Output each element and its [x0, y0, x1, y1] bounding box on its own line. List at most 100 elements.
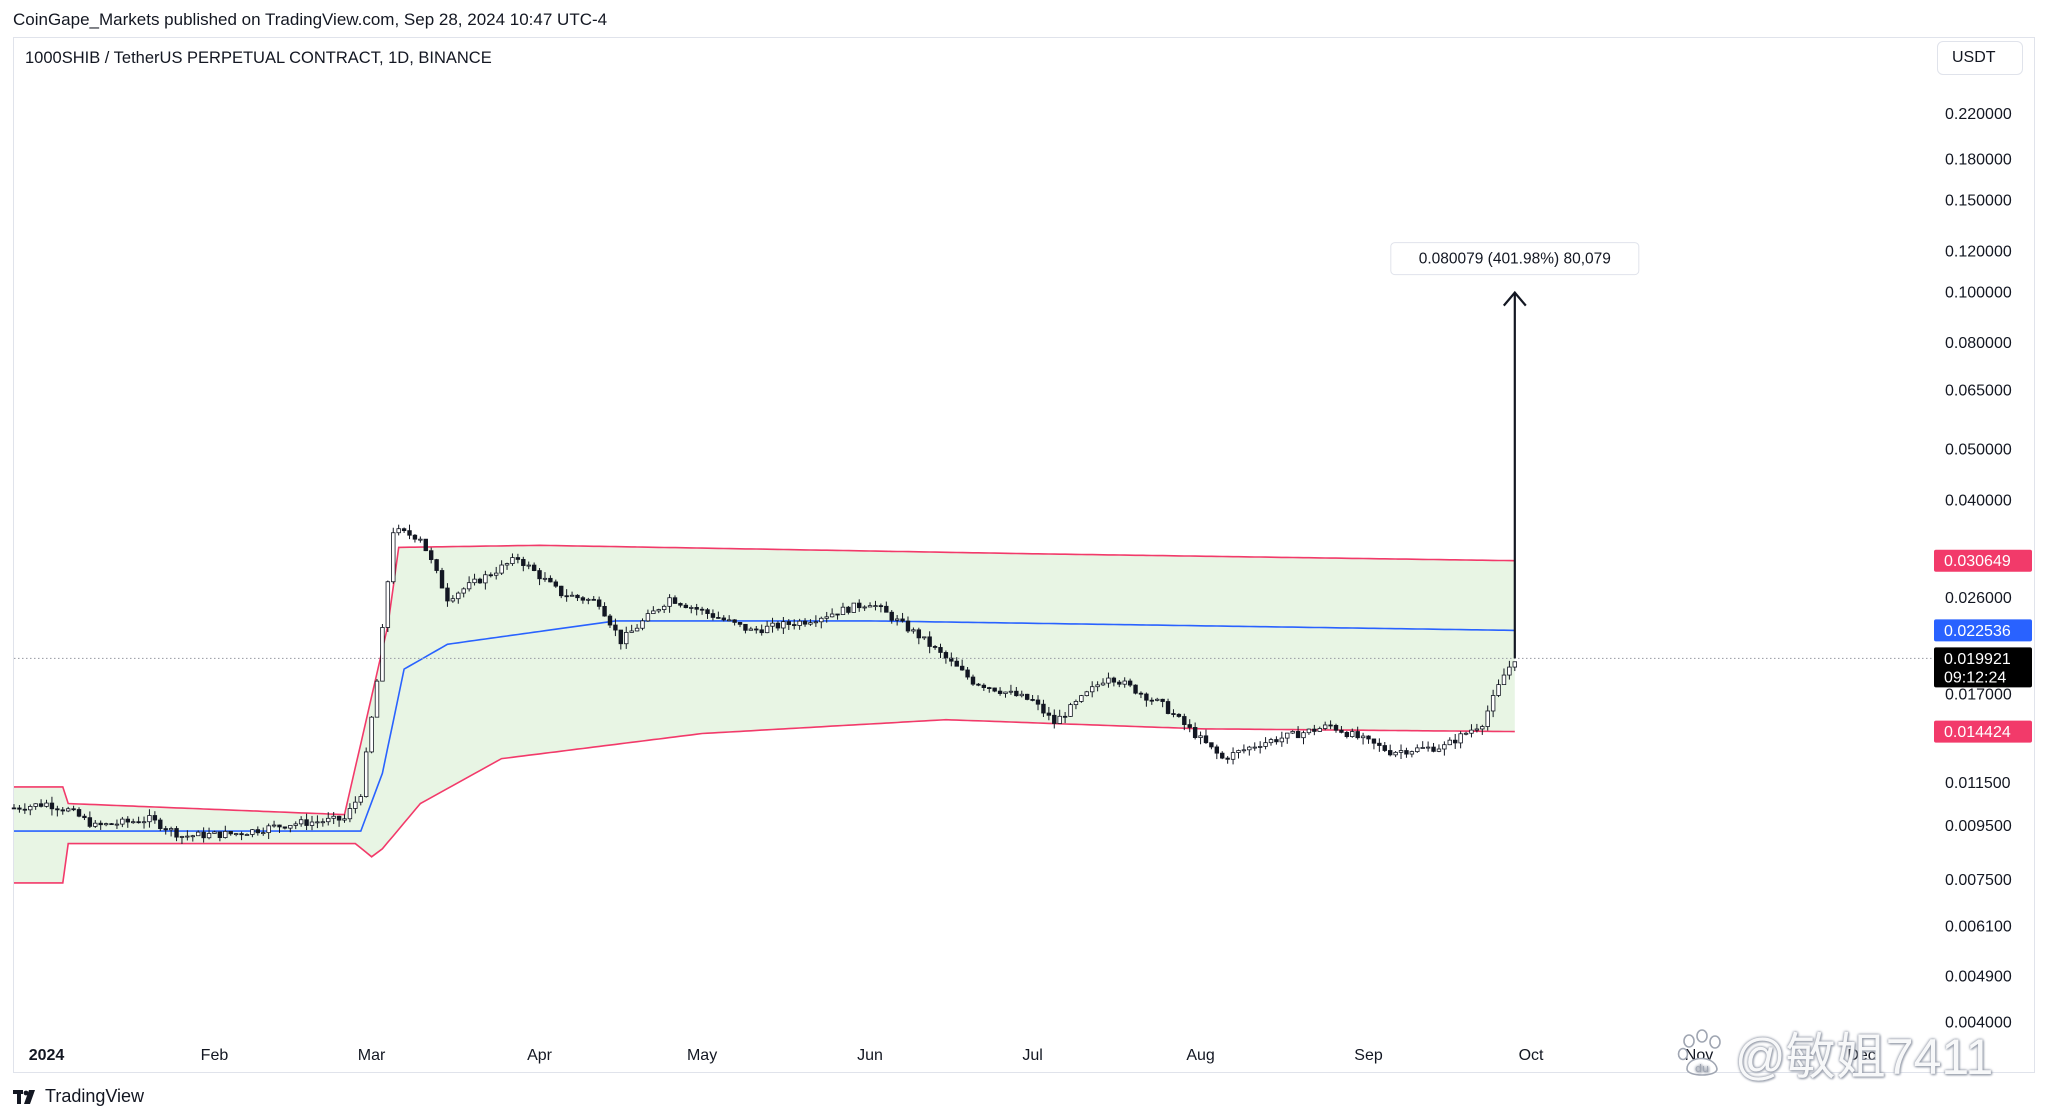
candle — [732, 619, 737, 626]
candle — [1008, 684, 1014, 695]
candle — [1322, 721, 1328, 731]
candle-body — [1490, 695, 1496, 712]
candle — [591, 596, 596, 601]
candle-body — [1073, 701, 1079, 706]
candle-body — [667, 597, 672, 607]
candle-body — [1041, 703, 1046, 714]
candle-body — [1236, 750, 1241, 753]
candle — [288, 825, 293, 833]
candle — [55, 805, 60, 817]
candle — [201, 827, 206, 843]
tradingview-logo[interactable]: TradingView — [13, 1086, 144, 1107]
candle-body — [152, 815, 158, 821]
candle-body — [163, 828, 168, 831]
candle — [98, 820, 103, 830]
candle-body — [645, 613, 651, 622]
candle-body — [17, 807, 22, 810]
candle-body — [1404, 750, 1409, 755]
candle-body — [456, 592, 461, 600]
candle — [190, 834, 195, 842]
candle-body — [1415, 747, 1420, 753]
candle — [1485, 705, 1490, 731]
candle — [992, 687, 997, 693]
candle-body — [185, 835, 190, 838]
candle — [488, 572, 493, 578]
candle — [1366, 735, 1371, 744]
candle-body — [363, 751, 369, 797]
candle-body — [1187, 724, 1192, 728]
candle — [114, 819, 120, 829]
candle-body — [548, 577, 553, 583]
candle-body — [1295, 731, 1301, 739]
candle — [1165, 698, 1171, 715]
candle — [342, 814, 347, 823]
candle-body — [228, 830, 233, 835]
candle — [689, 605, 694, 614]
candle-body — [174, 828, 179, 838]
candle — [423, 538, 428, 552]
band-fill — [14, 545, 1515, 883]
candle-body — [499, 564, 504, 574]
candle-body — [223, 830, 228, 838]
candle — [298, 816, 304, 827]
candle — [44, 799, 49, 808]
candle — [472, 573, 477, 586]
candle-body — [60, 809, 65, 812]
candle — [1100, 678, 1106, 686]
candle-body — [1014, 690, 1019, 697]
candle-body — [98, 822, 103, 826]
candle — [466, 576, 472, 592]
candle-body — [466, 582, 472, 590]
candle — [889, 610, 894, 624]
candle — [797, 618, 802, 630]
candle — [304, 813, 309, 831]
candle — [282, 826, 288, 830]
candle-body — [737, 622, 743, 625]
candle — [174, 826, 179, 842]
candle — [743, 623, 748, 634]
candle-body — [894, 618, 900, 621]
candle-body — [120, 818, 125, 825]
candle-body — [748, 628, 754, 631]
candle-body — [1220, 752, 1225, 759]
candle — [1062, 712, 1068, 724]
candle — [716, 611, 721, 619]
candle — [1122, 677, 1127, 688]
candle-body — [261, 832, 266, 835]
candle — [959, 659, 965, 671]
candle — [1463, 731, 1469, 736]
candle — [672, 595, 678, 605]
chart-frame — [13, 37, 2035, 1073]
candle — [418, 536, 423, 543]
candle — [954, 657, 959, 667]
candle — [255, 826, 261, 836]
y-tick-label: 0.011500 — [1945, 775, 2011, 792]
candle-body — [689, 607, 694, 609]
candle — [629, 624, 634, 633]
candle-body — [770, 622, 775, 627]
candle-body — [136, 821, 141, 824]
candle — [336, 815, 342, 827]
candle — [1003, 691, 1008, 698]
candle-body — [1263, 742, 1268, 747]
candle — [1014, 686, 1019, 697]
currency-selector[interactable]: USDT — [1937, 41, 2023, 75]
candle — [1312, 724, 1317, 736]
candle — [1214, 744, 1220, 760]
candle — [1415, 744, 1420, 753]
candle — [331, 811, 336, 825]
candle-body — [618, 629, 624, 645]
candle — [1106, 672, 1111, 688]
candle — [244, 833, 250, 836]
candle-body — [916, 629, 922, 639]
candle-body — [320, 821, 326, 824]
y-tick-label: 0.009500 — [1945, 818, 2012, 835]
candle — [1198, 731, 1203, 745]
candle-body — [683, 604, 689, 609]
candle-body — [640, 620, 645, 629]
candle — [997, 687, 1003, 696]
candle — [1453, 733, 1458, 749]
candle-body — [1149, 699, 1154, 702]
candle — [428, 547, 434, 564]
